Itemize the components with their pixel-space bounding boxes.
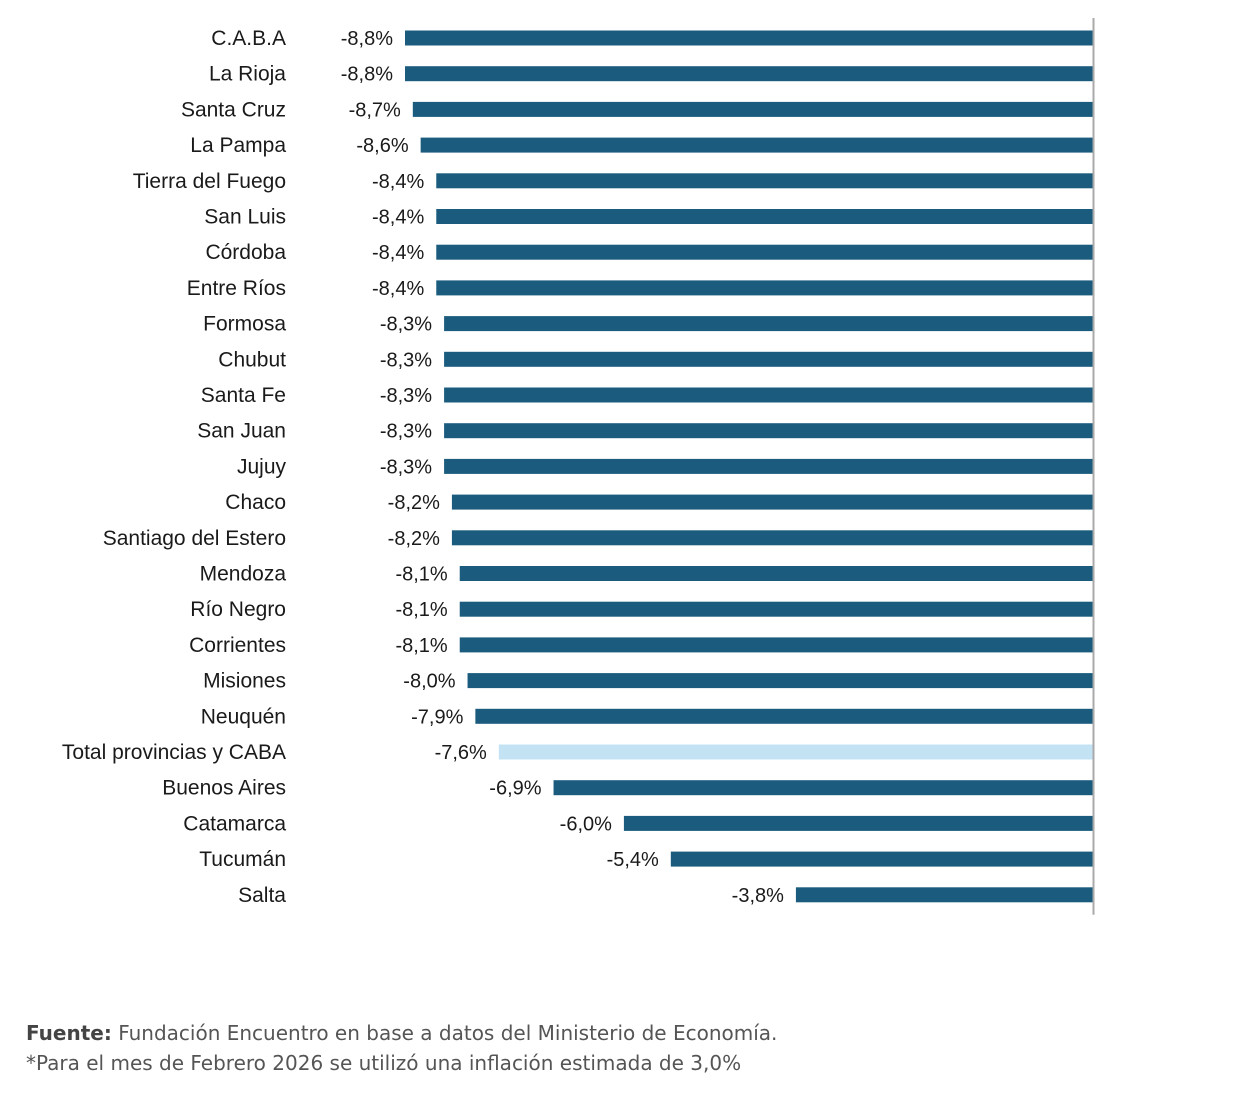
bar-mendoza xyxy=(459,566,1093,581)
value-label-santa-cruz: -8,7% xyxy=(349,99,401,121)
value-label-la-pampa: -8,6% xyxy=(356,135,408,157)
bar-santa-fe xyxy=(444,387,1093,403)
category-label-la-pampa: La Pampa xyxy=(190,134,286,157)
category-label-corrientes: Corrientes xyxy=(189,634,286,657)
category-label-entre-rios: Entre Ríos xyxy=(187,277,286,300)
bar-santa-cruz xyxy=(412,101,1093,117)
bar-neuquen xyxy=(475,708,1093,724)
category-label-cordoba: Córdoba xyxy=(205,241,286,264)
bar-entre-rios xyxy=(436,280,1094,296)
source-text: Fundación Encuentro en base a datos del … xyxy=(111,1021,778,1045)
category-label-neuquen: Neuquén xyxy=(201,705,286,728)
value-label-jujuy: -8,3% xyxy=(380,456,432,478)
value-label-chubut: -8,3% xyxy=(380,349,432,371)
category-label-misiones: Misiones xyxy=(203,670,286,693)
category-label-salta: Salta xyxy=(238,884,286,907)
value-label-santa-fe: -8,3% xyxy=(380,385,432,407)
category-label-san-luis: San Luis xyxy=(204,206,286,229)
value-label-mendoza: -8,1% xyxy=(395,564,447,586)
value-label-chaco: -8,2% xyxy=(388,492,440,514)
value-label-entre-rios: -8,4% xyxy=(372,278,424,300)
category-label-chubut: Chubut xyxy=(218,348,286,371)
value-label-misiones: -8,0% xyxy=(403,671,455,693)
value-label-tierra-del-fuego: -8,4% xyxy=(372,171,424,193)
value-label-c-a-b-a: -8,8% xyxy=(341,28,393,50)
source-label: Fuente: xyxy=(26,1021,112,1045)
value-label-catamarca: -6,0% xyxy=(560,813,612,835)
bar-total-provincias-y-caba xyxy=(498,744,1093,760)
value-label-rio-negro: -8,1% xyxy=(395,599,447,621)
bar-santiago-del-estero xyxy=(451,530,1094,546)
category-label-santiago-del-estero: Santiago del Estero xyxy=(103,527,286,550)
value-label-buenos-aires: -6,9% xyxy=(489,778,541,800)
bar-formosa xyxy=(444,316,1093,332)
category-label-rio-negro: Río Negro xyxy=(190,598,286,621)
bar-tierra-del-fuego xyxy=(436,173,1094,189)
bar-la-pampa xyxy=(420,137,1093,153)
category-label-catamarca: Catamarca xyxy=(183,812,286,835)
source-line: Fuente: Fundación Encuentro en base a da… xyxy=(26,1018,777,1048)
bar-chaco xyxy=(451,494,1094,510)
category-label-chaco: Chaco xyxy=(225,491,286,514)
value-label-neuquen: -7,9% xyxy=(411,706,463,728)
category-label-jujuy: Jujuy xyxy=(237,455,287,478)
bar-buenos-aires xyxy=(553,780,1093,796)
chart-footer: Fuente: Fundación Encuentro en base a da… xyxy=(26,1018,777,1078)
value-label-total-provincias-y-caba: -7,6% xyxy=(435,742,487,764)
value-label-san-juan: -8,3% xyxy=(380,421,432,443)
value-label-cordoba: -8,4% xyxy=(372,242,424,264)
category-label-la-rioja: La Rioja xyxy=(209,63,286,86)
bar-chubut xyxy=(444,351,1093,367)
value-label-formosa: -8,3% xyxy=(380,314,432,336)
value-label-la-rioja: -8,8% xyxy=(341,64,393,86)
footnote: *Para el mes de Febrero 2026 se utilizó … xyxy=(26,1051,742,1075)
bar-jujuy xyxy=(444,458,1093,474)
value-label-san-luis: -8,4% xyxy=(372,207,424,229)
value-label-santiago-del-estero: -8,2% xyxy=(388,528,440,550)
bar-san-luis xyxy=(436,209,1094,224)
value-label-corrientes: -8,1% xyxy=(395,635,447,657)
bar-corrientes xyxy=(459,637,1093,653)
bar-rio-negro xyxy=(459,601,1093,617)
bars-group: C.A.B.A -8,8% La Rioja -8,8% Santa Cruz -8,7%… xyxy=(62,27,1094,907)
category-label-santa-cruz: Santa Cruz xyxy=(181,98,286,121)
bar-san-juan xyxy=(444,423,1093,439)
value-label-tucuman: -5,4% xyxy=(607,849,659,871)
category-label-santa-fe: Santa Fe xyxy=(201,384,286,407)
category-label-san-juan: San Juan xyxy=(197,420,286,443)
category-label-total-provincias-y-caba: Total provincias y CABA xyxy=(62,741,286,764)
category-label-tucuman: Tucumán xyxy=(199,848,286,871)
bar-catamarca xyxy=(623,815,1093,831)
category-label-mendoza: Mendoza xyxy=(200,563,287,586)
bar-la-rioja xyxy=(405,66,1093,82)
bar-salta xyxy=(795,887,1093,903)
category-label-formosa: Formosa xyxy=(203,313,286,336)
bar-cordoba xyxy=(436,244,1094,260)
value-label-salta: -3,8% xyxy=(732,885,784,907)
category-label-c-a-b-a: C.A.B.A xyxy=(211,27,286,50)
bar-c-a-b-a xyxy=(405,30,1093,46)
bar-misiones xyxy=(467,673,1094,689)
category-label-buenos-aires: Buenos Aires xyxy=(162,777,286,800)
category-label-tierra-del-fuego: Tierra del Fuego xyxy=(133,170,286,193)
bar-tucuman xyxy=(670,851,1093,867)
bar-chart: C.A.B.A -8,8% La Rioja -8,8% Santa Cruz -8,7%… xyxy=(62,18,1095,915)
